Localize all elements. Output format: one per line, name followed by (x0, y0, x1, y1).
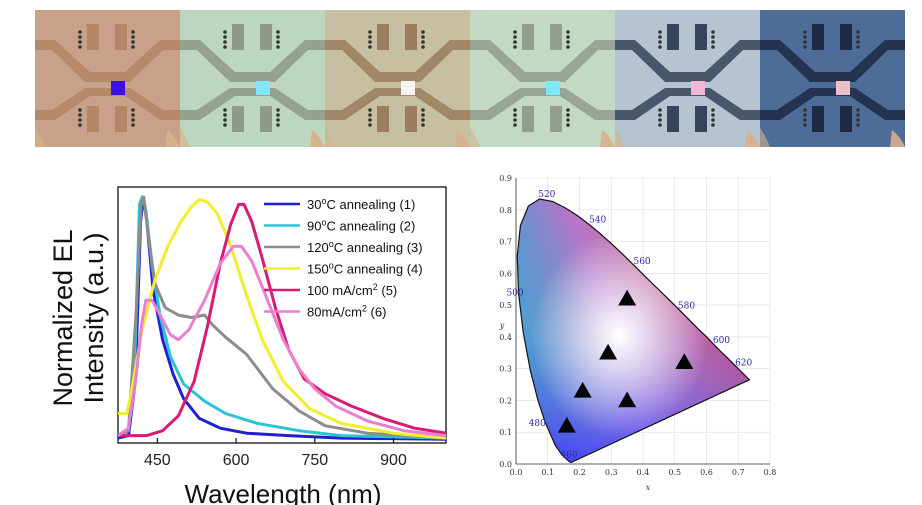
emitting-pixel (546, 81, 560, 95)
emitting-pixel (691, 81, 705, 95)
cie-wavelength-label: 560 (633, 257, 650, 267)
el-xtick-label: 750 (301, 452, 328, 469)
cie-xtick-label: 0.8 (764, 468, 777, 477)
cie-chromaticity-chart: 0.0 0.1 0.2 0.3 0.4 0.5 0.6 0.7 0.8 0.0 0.1 0.2 0.3 0… (499, 174, 777, 492)
cie-xtick-label: 0.6 (700, 468, 713, 477)
el-series-line-6 (118, 244, 446, 438)
emitting-pixel (256, 81, 270, 95)
el-xtick-label: 900 (380, 452, 407, 469)
device-photo-1 (35, 10, 180, 147)
legend-label-3: 120oC annealing (3) (307, 239, 423, 255)
cie-ytick-label: 0.5 (499, 301, 512, 310)
cie-point-2 (573, 381, 592, 398)
legend-label-6: 80mA/cm2 (6) (307, 304, 386, 320)
el-xlabel: Wavelength (nm) (185, 479, 382, 505)
cie-ytick-label: 0.0 (499, 460, 512, 469)
cie-ytick-label: 0.1 (499, 428, 512, 437)
cie-wavelength-label: 460 (560, 451, 577, 461)
cie-xtick-label: 0.1 (541, 468, 554, 477)
emitting-pixel (836, 81, 850, 95)
cie-xtick-label: 0.5 (668, 468, 681, 477)
cie-ytick-label: 0.7 (499, 238, 512, 247)
el-plot-frame (117, 186, 447, 444)
device-photo-3 (325, 10, 470, 147)
cie-ytick-label: 0.2 (499, 396, 512, 405)
emitting-pixel (111, 81, 125, 95)
device-photo-4 (470, 10, 615, 147)
cie-xlabel: x (646, 483, 651, 492)
cie-ylabel: y (499, 321, 505, 330)
el-xtick-label: 600 (223, 452, 250, 469)
el-series-line-4 (118, 198, 446, 440)
device-photo-2 (180, 10, 325, 147)
el-ylabel-line1: Normalized EL (48, 229, 78, 406)
cie-wavelength-label: 520 (538, 190, 555, 200)
cie-wavelength-label: 580 (678, 301, 695, 311)
cie-ytick-label: 0.9 (499, 174, 512, 183)
legend-label-2: 90oC annealing (2) (307, 218, 415, 234)
spectral-locus (516, 198, 751, 463)
cie-ytick-label: 0.8 (499, 206, 512, 215)
cie-xtick-label: 0.2 (573, 468, 586, 477)
el-xtick-label: 450 (144, 452, 171, 469)
cie-point-1 (557, 416, 576, 433)
legend-label-4: 150oC annealing (4) (307, 261, 423, 277)
el-series-line-5 (118, 202, 446, 438)
cie-gamut-fill (517, 199, 750, 463)
device-photo-strip (35, 10, 905, 147)
cie-xtick-label: 0.3 (605, 468, 618, 477)
cie-ytick-label: 0.4 (499, 333, 512, 342)
cie-point-6 (675, 353, 694, 370)
cie-ytick-label: 0.6 (499, 269, 512, 278)
cie-ytick-label: 0.3 (499, 365, 512, 374)
legend-label-1: 30oC annealing (1) (307, 196, 415, 212)
cie-xtick-label: 0.4 (637, 468, 650, 477)
cie-wavelength-label: 480 (529, 419, 546, 429)
device-photo-5 (615, 10, 760, 147)
cie-wavelength-label: 540 (589, 215, 606, 225)
el-series-line-3 (118, 195, 446, 440)
emitting-pixel (401, 81, 415, 95)
cie-xtick-label: 0.0 (510, 468, 523, 477)
el-spectra-chart: 450 600 750 900 30oC annealing (1) 90oC ann… (48, 186, 447, 505)
legend-label-5: 100 mA/cm2 (5) (307, 282, 397, 298)
cie-point-3 (599, 343, 618, 360)
cie-xtick-label: 0.7 (732, 468, 745, 477)
cie-wavelength-label: 500 (506, 289, 523, 299)
cie-point-5 (618, 289, 637, 306)
device-photo-6 (760, 10, 905, 147)
cie-wavelength-label: 620 (735, 358, 752, 368)
cie-wavelength-label: 600 (713, 336, 730, 346)
cie-point-4 (618, 391, 637, 408)
el-ylabel-line2: Intensity (a.u.) (79, 232, 109, 403)
